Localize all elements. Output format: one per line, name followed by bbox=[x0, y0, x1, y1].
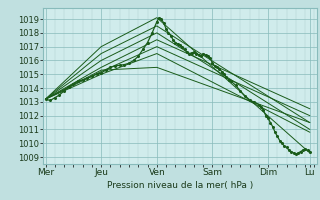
X-axis label: Pression niveau de la mer( hPa ): Pression niveau de la mer( hPa ) bbox=[107, 181, 253, 190]
